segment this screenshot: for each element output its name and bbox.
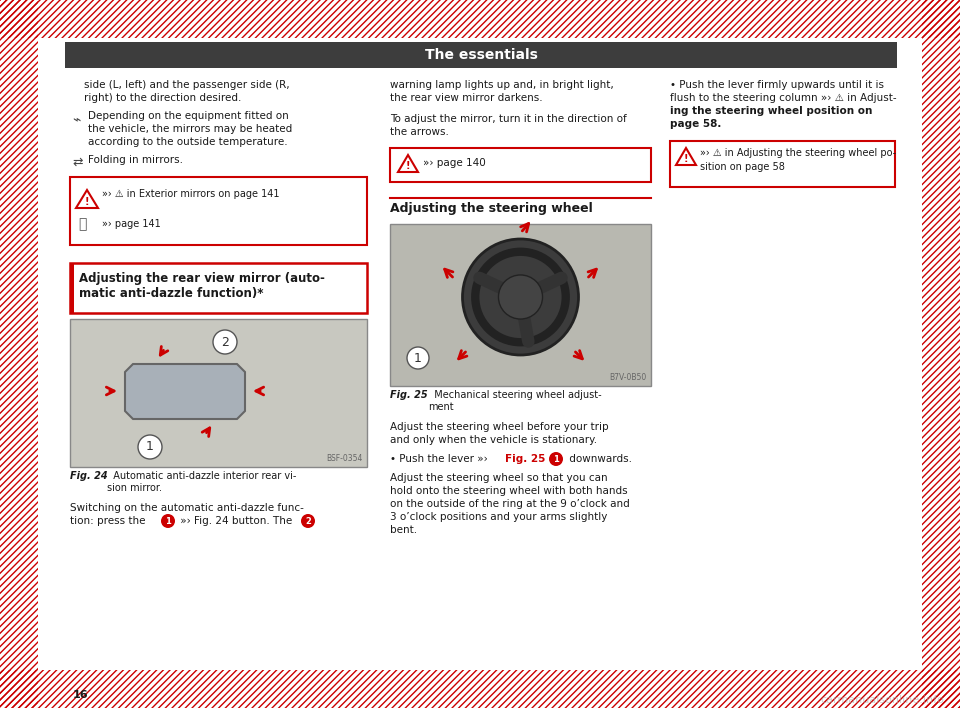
Text: B7V-0B50: B7V-0B50 xyxy=(610,373,647,382)
Text: the vehicle, the mirrors may be heated: the vehicle, the mirrors may be heated xyxy=(88,124,292,134)
Circle shape xyxy=(301,514,315,528)
Bar xyxy=(70,319,367,467)
Polygon shape xyxy=(676,148,696,165)
Text: Automatic anti-dazzle interior rear vi-: Automatic anti-dazzle interior rear vi- xyxy=(107,471,297,481)
Text: ing the steering wheel position on: ing the steering wheel position on xyxy=(670,106,873,116)
Text: the arrows.: the arrows. xyxy=(390,127,449,137)
Circle shape xyxy=(463,239,579,355)
Text: ⌁: ⌁ xyxy=(72,112,81,126)
Circle shape xyxy=(161,514,175,528)
Circle shape xyxy=(213,330,237,354)
Text: »› ⚠ in Exterior mirrors on page 141: »› ⚠ in Exterior mirrors on page 141 xyxy=(102,189,279,199)
Text: »› page 141: »› page 141 xyxy=(102,219,160,229)
Circle shape xyxy=(407,347,429,369)
Bar xyxy=(0,0,960,38)
Circle shape xyxy=(549,452,563,466)
Text: ⇄: ⇄ xyxy=(72,156,83,169)
Text: 16: 16 xyxy=(73,690,88,700)
Text: Fig. 24: Fig. 24 xyxy=(70,471,108,481)
Text: page 58.: page 58. xyxy=(670,119,721,129)
Bar xyxy=(70,263,367,313)
Polygon shape xyxy=(398,155,418,172)
Text: 1: 1 xyxy=(553,455,559,464)
Text: Adjust the steering wheel so that you can: Adjust the steering wheel so that you ca… xyxy=(390,473,608,483)
Text: matic anti-dazzle function)*: matic anti-dazzle function)* xyxy=(79,287,263,300)
Text: right) to the direction desired.: right) to the direction desired. xyxy=(84,93,241,103)
Text: 1: 1 xyxy=(414,351,422,365)
Text: Adjust the steering wheel before your trip: Adjust the steering wheel before your tr… xyxy=(390,422,609,432)
Text: Depending on the equipment fitted on: Depending on the equipment fitted on xyxy=(88,111,289,121)
Text: Mechanical steering wheel adjust-: Mechanical steering wheel adjust- xyxy=(428,390,602,400)
Bar xyxy=(670,141,895,187)
Text: 2: 2 xyxy=(305,517,311,525)
Text: Folding in mirrors.: Folding in mirrors. xyxy=(88,155,183,165)
Text: warning lamp lights up and, in bright light,: warning lamp lights up and, in bright li… xyxy=(390,80,613,90)
Text: To adjust the mirror, turn it in the direction of: To adjust the mirror, turn it in the dir… xyxy=(390,114,627,124)
Polygon shape xyxy=(125,364,245,419)
Text: on the outside of the ring at the 9 o’clock and: on the outside of the ring at the 9 o’cl… xyxy=(390,499,630,509)
Text: Fig. 25: Fig. 25 xyxy=(505,454,545,464)
Text: hold onto the steering wheel with both hands: hold onto the steering wheel with both h… xyxy=(390,486,628,496)
Bar xyxy=(0,670,960,708)
Text: tion: press the: tion: press the xyxy=(70,516,146,526)
Bar xyxy=(0,0,960,38)
Text: 2: 2 xyxy=(221,336,228,348)
Text: ment: ment xyxy=(428,402,454,412)
Bar xyxy=(390,148,651,182)
Text: • Push the lever firmly upwards until it is: • Push the lever firmly upwards until it… xyxy=(670,80,884,90)
Text: !: ! xyxy=(406,161,410,171)
Text: sition on page 58: sition on page 58 xyxy=(700,162,785,172)
Text: flush to the steering column »› ⚠ in Adjust-: flush to the steering column »› ⚠ in Adj… xyxy=(670,93,897,103)
Bar xyxy=(0,0,38,708)
Text: downwards.: downwards. xyxy=(566,454,632,464)
Text: the rear view mirror darkens.: the rear view mirror darkens. xyxy=(390,93,542,103)
Text: !: ! xyxy=(84,197,89,207)
Text: Switching on the automatic anti-dazzle func-: Switching on the automatic anti-dazzle f… xyxy=(70,503,304,513)
Bar xyxy=(65,42,897,68)
Circle shape xyxy=(138,435,162,459)
Text: 1: 1 xyxy=(146,440,154,454)
Text: according to the outside temperature.: according to the outside temperature. xyxy=(88,137,288,147)
Text: »› ⚠ in Adjusting the steering wheel po-: »› ⚠ in Adjusting the steering wheel po- xyxy=(700,148,896,158)
Text: »› Fig. 24 button. The: »› Fig. 24 button. The xyxy=(177,516,292,526)
Text: BSF-0354: BSF-0354 xyxy=(326,454,363,463)
Text: 3 o’clock positions and your arms slightly: 3 o’clock positions and your arms slight… xyxy=(390,512,608,522)
Text: 1: 1 xyxy=(165,517,171,525)
Text: • Push the lever »›: • Push the lever »› xyxy=(390,454,491,464)
Text: Fig. 25: Fig. 25 xyxy=(390,390,427,400)
Text: The essentials: The essentials xyxy=(424,48,538,62)
Polygon shape xyxy=(76,190,98,208)
Text: bent.: bent. xyxy=(390,525,418,535)
Bar xyxy=(70,177,367,245)
Text: and only when the vehicle is stationary.: and only when the vehicle is stationary. xyxy=(390,435,597,445)
Text: Adjusting the rear view mirror (auto-: Adjusting the rear view mirror (auto- xyxy=(79,272,324,285)
Bar xyxy=(0,0,38,708)
Text: Adjusting the steering wheel: Adjusting the steering wheel xyxy=(390,202,592,215)
Text: »› page 140: »› page 140 xyxy=(423,158,486,168)
Bar xyxy=(390,224,651,386)
Text: carmanualsonline.info: carmanualsonline.info xyxy=(820,695,944,705)
Text: !: ! xyxy=(684,154,688,164)
Text: sion mirror.: sion mirror. xyxy=(107,483,162,493)
Bar xyxy=(70,263,74,313)
Text: side (L, left) and the passenger side (R,: side (L, left) and the passenger side (R… xyxy=(84,80,290,90)
Circle shape xyxy=(498,275,542,319)
Text: 📖: 📖 xyxy=(78,217,86,231)
Bar xyxy=(0,670,960,708)
Bar xyxy=(922,0,960,708)
Bar xyxy=(922,0,960,708)
